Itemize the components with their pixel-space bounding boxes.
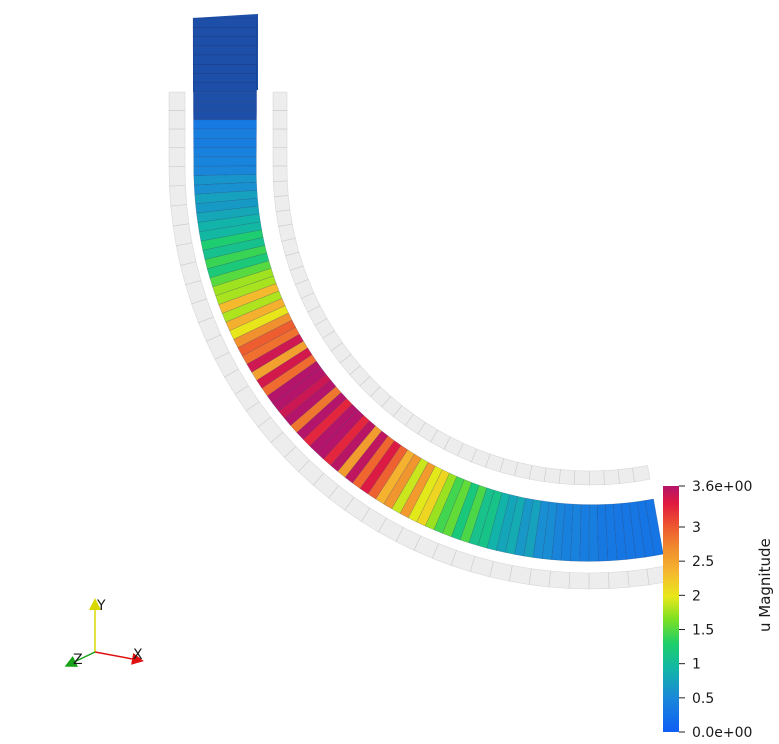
beam-segment: [193, 119, 257, 130]
ghost-block: [603, 469, 620, 485]
ghost-block: [168, 165, 186, 187]
beam-segment: [192, 27, 258, 37]
ghost-block: [573, 470, 590, 486]
ghost-block: [588, 470, 605, 486]
ghost-block: [168, 91, 186, 111]
colorbar-ticks: 3.6e+00 3 2.5 2 1.5 1 0.5 0.0e+00: [679, 479, 752, 741]
beam-segment: [579, 504, 590, 562]
ghost-block: [588, 572, 610, 590]
beam-segment: [193, 156, 257, 167]
colorbar-title: u Magnitude: [756, 538, 774, 632]
colorbar-tick-label: 1.5: [692, 623, 714, 639]
ghost-block: [568, 572, 590, 590]
ghost-block: [272, 147, 288, 167]
ghost-block: [272, 110, 288, 130]
y-axis-label: Y: [96, 598, 106, 614]
ghost-block: [169, 185, 187, 207]
x-axis-label: X: [133, 647, 143, 663]
ghost-block: [608, 570, 630, 589]
orientation-axes: Y X Z: [64, 598, 144, 668]
beam-segment: [193, 82, 257, 93]
x-axis-arrow: [94, 651, 144, 665]
beam-segment: [193, 91, 257, 102]
beam-segment: [192, 64, 258, 74]
ghost-block: [170, 204, 190, 227]
ghost-block: [272, 128, 288, 148]
ghost-block: [632, 465, 651, 483]
beam-segment: [192, 45, 258, 56]
beam-segment: [193, 147, 257, 158]
beam-segment: [193, 101, 257, 111]
colorbar: [663, 486, 679, 732]
colorbar-tick-label: 3: [692, 520, 701, 536]
color-legend: 3.6e+00 3 2.5 2 1.5 1 0.5 0.0e+00 u Magnitude: [663, 479, 774, 741]
ghost-block: [272, 91, 288, 111]
ghost-block: [175, 242, 197, 266]
colorbar-tick-label: 2.5: [692, 554, 714, 570]
ghost-block: [272, 165, 288, 182]
ghost-block: [168, 128, 186, 148]
beam-segment: [193, 165, 257, 176]
ghost-block: [514, 461, 533, 480]
deformed-beam-mesh: [192, 14, 664, 562]
beam-segment: [588, 504, 599, 562]
colorbar-tick-label: 3.6e+00: [692, 479, 752, 495]
ghost-block: [528, 465, 547, 483]
colorbar-tick-label: 1: [692, 657, 701, 673]
beam-segment: [193, 128, 257, 139]
z-axis-label: Z: [73, 652, 83, 668]
ghost-block: [489, 560, 513, 582]
beam-segment: [193, 110, 257, 121]
ghost-block: [172, 223, 193, 247]
ghost-block: [508, 565, 532, 585]
ghost-block: [528, 568, 551, 588]
beam-segment: [192, 36, 258, 47]
ghost-block: [275, 209, 293, 227]
beam-segment: [193, 138, 257, 148]
ghost-block: [469, 555, 494, 578]
ghost-block: [273, 195, 291, 213]
ghost-block: [168, 110, 186, 130]
ghost-block: [558, 469, 576, 485]
ghost-block: [627, 568, 650, 588]
z-axis-arrow: [64, 651, 96, 667]
beam-segment: [192, 54, 258, 65]
ghost-block: [543, 467, 561, 484]
colorbar-tick-label: 0.5: [692, 691, 714, 707]
beam-segment: [193, 73, 257, 84]
ghost-block: [617, 467, 635, 484]
ghost-support-segments: [168, 91, 669, 590]
colorbar-tick-label: 2: [692, 588, 701, 604]
beam-segment: [192, 17, 258, 28]
ghost-block: [548, 570, 571, 589]
ghost-block: [272, 180, 289, 198]
ghost-block: [168, 147, 186, 167]
colorbar-tick-label: 0.0e+00: [692, 725, 752, 741]
